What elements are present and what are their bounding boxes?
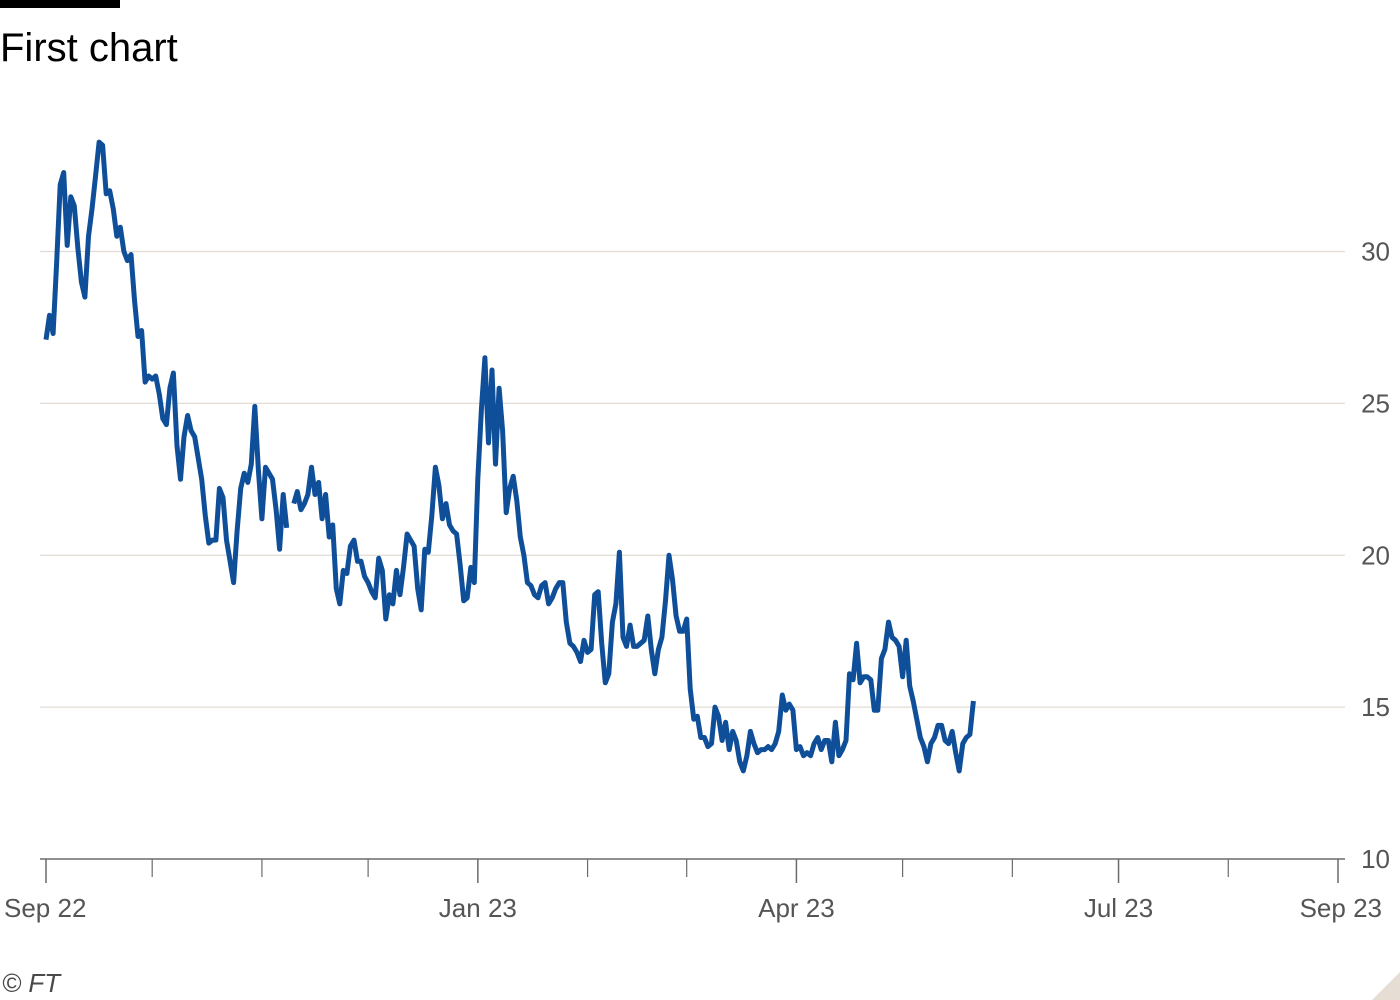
series-lines: [43, 139, 976, 774]
x-tick-label-sep-23: Sep 23: [1300, 893, 1382, 923]
chart-title: First chart: [0, 26, 178, 70]
corner-fold-decoration: [1372, 972, 1400, 1000]
gridlines: [40, 250, 1345, 708]
series-0-line-segment-0: [43, 139, 290, 586]
x-tick-label-jul-23: Jul 23: [1084, 893, 1153, 923]
source-credit: © FT: [2, 968, 61, 998]
y-tick-label-20: 20: [1361, 540, 1390, 570]
series-0-line-segment-1: [291, 355, 976, 774]
y-tick-label-10: 10: [1361, 844, 1390, 874]
y-tick-label-30: 30: [1361, 237, 1390, 267]
x-axis: Sep 22 Jan 23 Apr 23 Jul 23 Sep 23: [4, 858, 1382, 923]
x-tick-label-apr-23: Apr 23: [758, 893, 835, 923]
x-tick-label-sep-22: Sep 22: [4, 893, 86, 923]
y-tick-label-25: 25: [1361, 388, 1390, 418]
x-tick-label-jan-23: Jan 23: [439, 893, 517, 923]
top-accent-bar: [0, 0, 120, 8]
y-tick-label-15: 15: [1361, 692, 1390, 722]
y-axis-tick-labels: 10 15 20 25 30: [1361, 237, 1390, 875]
